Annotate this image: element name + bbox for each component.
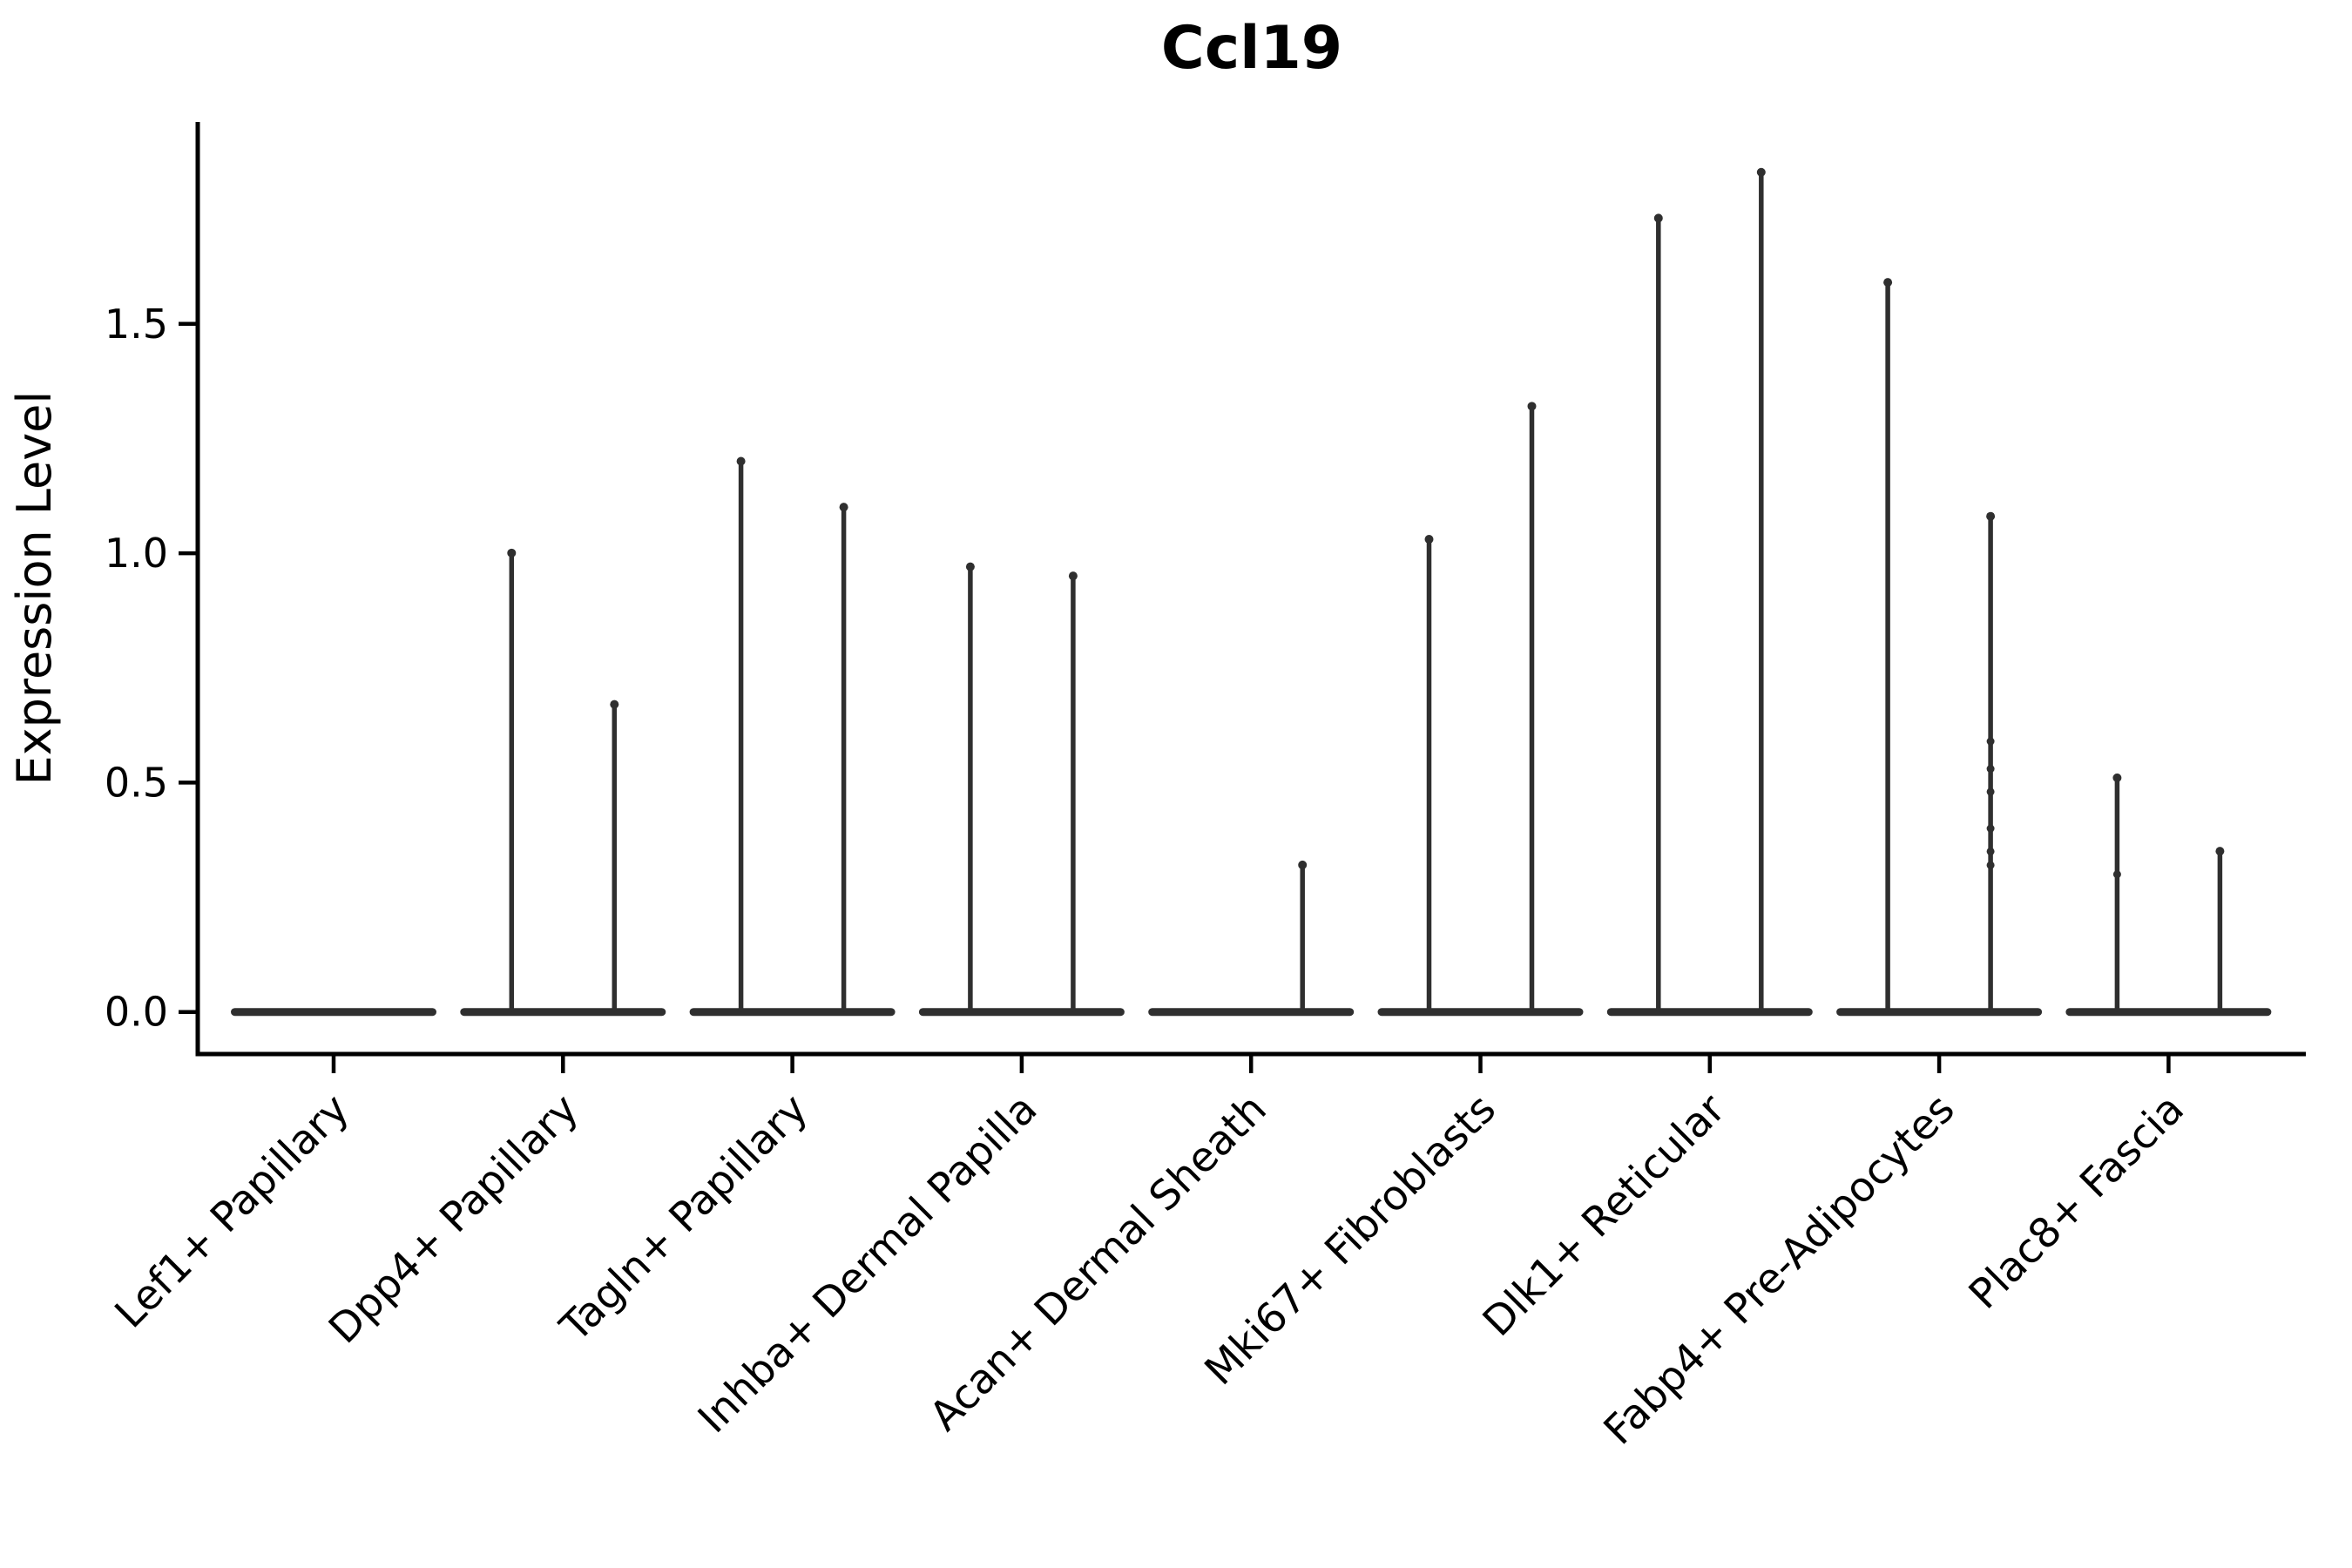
x-tick-label: Dpp4+ Papillary [320,1085,588,1354]
violin-category [2065,773,2272,1017]
violin-category [689,456,896,1017]
violin-spike-tip [736,456,746,466]
violin-spike-tip [1527,402,1537,411]
violin-zero-body [460,1008,666,1017]
violin-spike-tip [507,548,517,558]
violins-layer [231,167,2272,1017]
x-tick-label: Tagln+ Papillary [551,1085,817,1352]
violin-zero-body [689,1008,896,1017]
y-tick-label: 0.0 [105,989,168,1036]
x-tick-label: Dlk1+ Reticular [1474,1085,1735,1346]
violin-zero-body [231,1008,436,1017]
violin-spike-tip [2215,847,2225,856]
x-tick-label: Lef1+ Papillary [106,1085,359,1338]
violin-category [1377,402,1584,1017]
y-axis-label: Expression Level [7,391,62,786]
y-axis-ticks: 0.0 0.5 1.0 1.5 [105,301,198,1036]
y-tick-label: 1.0 [105,530,168,577]
violin-category [1836,278,2043,1017]
violin-zero-body [918,1008,1125,1017]
violin-spike-tip [1883,278,1893,287]
cell-point [1986,861,1995,869]
violin-zero-body [1606,1008,1813,1017]
cell-point [1986,765,1995,774]
y-tick-label: 0.5 [105,759,168,806]
violin-spike-tip [2112,773,2122,782]
violin-spike-tip [610,700,619,709]
violin-category [918,562,1125,1017]
violin-category [1606,167,1813,1017]
x-tick-label: Plac8+ Fascia [1960,1085,2193,1319]
violin-zero-body [1148,1008,1355,1017]
violin-spike-tip [1986,511,1996,521]
violin-spike-tip [839,503,848,512]
cell-point [1986,847,1995,855]
cell-point [1986,824,1995,833]
violin-zero-body [1377,1008,1584,1017]
violin-category [1148,860,1355,1017]
violin-category [231,1008,436,1017]
chart-title: Ccl19 [1161,14,1342,83]
violin-category [460,548,666,1017]
violin-spike-tip [1424,535,1434,544]
violin-zero-body [1836,1008,2043,1017]
violin-spike-tip [965,562,975,571]
cell-point [1986,737,1995,746]
cell-point [1986,787,1995,796]
violin-spike-tip [1653,213,1663,223]
violin-zero-body [2065,1008,2272,1017]
violin-spike-tip [1756,167,1766,177]
violin-spike-tip [1068,571,1078,581]
cell-point [2112,870,2121,879]
y-tick-label: 1.5 [105,301,168,348]
violin-spike-tip [1298,860,1308,869]
